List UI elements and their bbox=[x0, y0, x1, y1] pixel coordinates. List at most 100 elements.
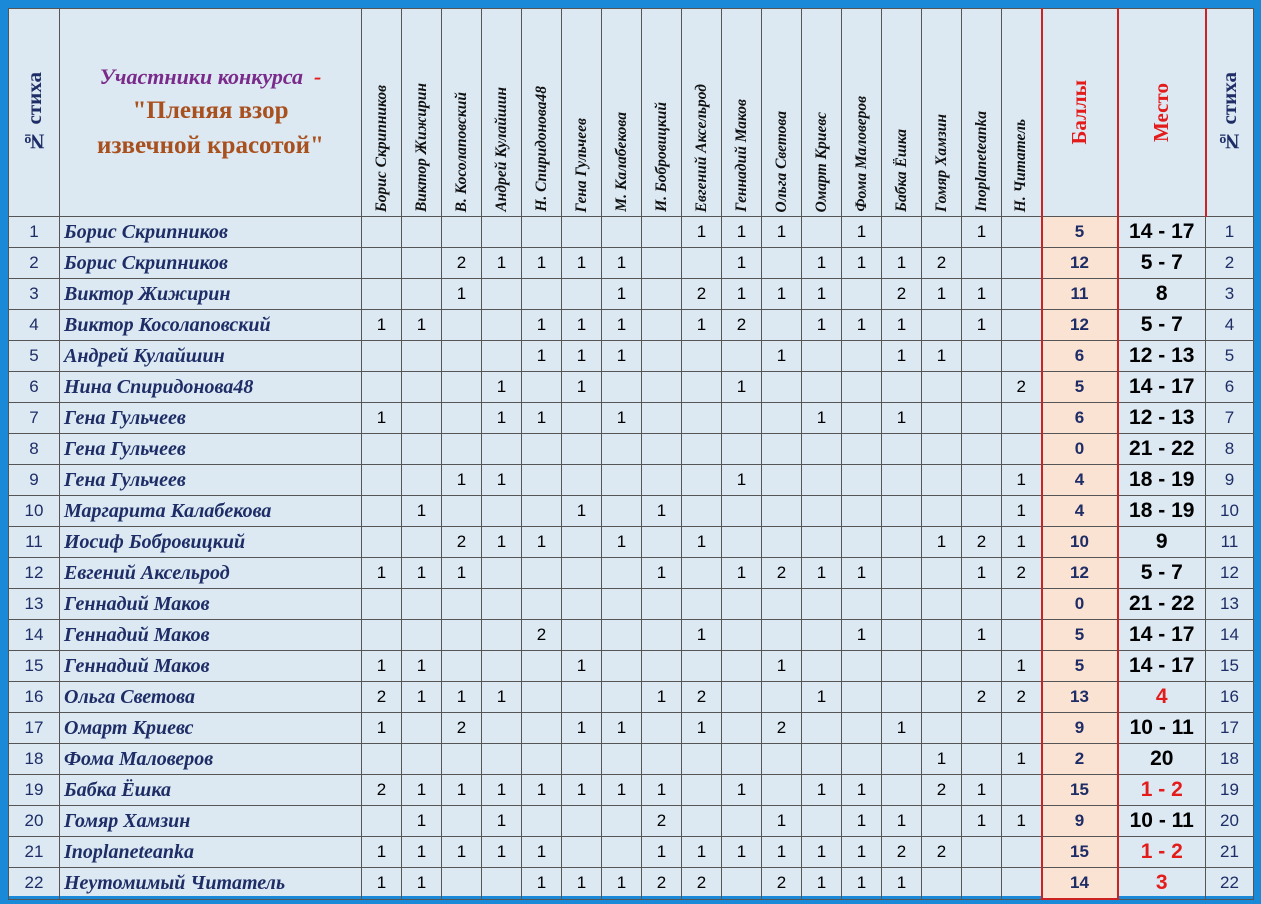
vote-cell[interactable] bbox=[641, 464, 682, 496]
vote-cell[interactable] bbox=[961, 588, 1002, 620]
vote-cell[interactable] bbox=[361, 216, 402, 248]
place-cell[interactable]: 5 - 7 bbox=[1117, 247, 1206, 279]
vote-cell[interactable]: 1 bbox=[481, 464, 522, 496]
vote-cell[interactable] bbox=[601, 805, 642, 837]
vote-cell[interactable] bbox=[1001, 340, 1042, 372]
vote-cell[interactable]: 1 bbox=[601, 774, 642, 806]
vote-cell[interactable]: 1 bbox=[961, 216, 1002, 248]
vote-cell[interactable]: 2 bbox=[361, 774, 402, 806]
vote-cell[interactable] bbox=[641, 371, 682, 403]
vote-cell[interactable] bbox=[601, 743, 642, 775]
row-number[interactable]: 1 bbox=[8, 216, 60, 248]
header-judge-14[interactable]: Бабка Ёшка bbox=[881, 8, 922, 217]
vote-cell[interactable] bbox=[641, 216, 682, 248]
vote-cell[interactable]: 1 bbox=[521, 774, 562, 806]
vote-cell[interactable] bbox=[961, 371, 1002, 403]
vote-cell[interactable] bbox=[481, 557, 522, 589]
vote-cell[interactable] bbox=[401, 371, 442, 403]
vote-cell[interactable] bbox=[441, 216, 482, 248]
header-judge-4[interactable]: Андрей Кулайшин bbox=[481, 8, 522, 217]
vote-cell[interactable]: 1 bbox=[561, 712, 602, 744]
vote-cell[interactable] bbox=[881, 433, 922, 465]
vote-cell[interactable] bbox=[601, 216, 642, 248]
vote-cell[interactable]: 1 bbox=[681, 836, 722, 868]
vote-cell[interactable]: 1 bbox=[481, 681, 522, 713]
vote-cell[interactable]: 1 bbox=[761, 216, 802, 248]
vote-cell[interactable]: 1 bbox=[601, 712, 642, 744]
vote-cell[interactable]: 1 bbox=[921, 526, 962, 558]
vote-cell[interactable] bbox=[521, 371, 562, 403]
vote-cell[interactable] bbox=[921, 464, 962, 496]
vote-cell[interactable] bbox=[361, 805, 402, 837]
vote-cell[interactable]: 2 bbox=[961, 681, 1002, 713]
row-number-right[interactable]: 7 bbox=[1205, 402, 1254, 434]
row-number[interactable]: 11 bbox=[8, 526, 60, 558]
vote-cell[interactable] bbox=[401, 464, 442, 496]
vote-cell[interactable] bbox=[961, 743, 1002, 775]
vote-cell[interactable] bbox=[761, 247, 802, 279]
header-judge-15[interactable]: Гомяр Хамзин bbox=[921, 8, 962, 217]
vote-cell[interactable]: 1 bbox=[681, 309, 722, 341]
vote-cell[interactable] bbox=[881, 681, 922, 713]
vote-cell[interactable]: 1 bbox=[361, 402, 402, 434]
score-cell[interactable]: 5 bbox=[1040, 216, 1119, 248]
vote-cell[interactable]: 1 bbox=[481, 805, 522, 837]
place-cell[interactable]: 12 - 13 bbox=[1117, 340, 1206, 372]
participant-name[interactable]: Виктор Косолаповский bbox=[59, 309, 362, 341]
vote-cell[interactable] bbox=[841, 650, 882, 682]
vote-cell[interactable]: 1 bbox=[361, 309, 402, 341]
vote-cell[interactable] bbox=[881, 371, 922, 403]
participant-name[interactable]: Иосиф Бобровицкий bbox=[59, 526, 362, 558]
vote-cell[interactable] bbox=[841, 433, 882, 465]
participant-name[interactable]: Фома Маловеров bbox=[59, 743, 362, 775]
place-cell[interactable]: 14 - 17 bbox=[1117, 216, 1206, 248]
vote-cell[interactable] bbox=[441, 743, 482, 775]
vote-cell[interactable]: 1 bbox=[801, 309, 842, 341]
vote-cell[interactable]: 2 bbox=[961, 526, 1002, 558]
vote-cell[interactable] bbox=[561, 557, 602, 589]
vote-cell[interactable] bbox=[441, 340, 482, 372]
row-number[interactable]: 21 bbox=[8, 836, 60, 868]
vote-cell[interactable] bbox=[801, 526, 842, 558]
score-cell[interactable]: 12 bbox=[1040, 247, 1119, 279]
vote-cell[interactable]: 2 bbox=[761, 557, 802, 589]
vote-cell[interactable] bbox=[681, 371, 722, 403]
vote-cell[interactable] bbox=[441, 588, 482, 620]
place-cell[interactable]: 5 - 7 bbox=[1117, 557, 1206, 589]
row-number[interactable]: 3 bbox=[8, 278, 60, 310]
participant-name[interactable]: Гена Гульчеев bbox=[59, 433, 362, 465]
vote-cell[interactable]: 1 bbox=[601, 526, 642, 558]
vote-cell[interactable] bbox=[801, 216, 842, 248]
vote-cell[interactable] bbox=[641, 650, 682, 682]
vote-cell[interactable] bbox=[481, 433, 522, 465]
participant-name[interactable]: Омарт Криевс bbox=[59, 712, 362, 744]
vote-cell[interactable] bbox=[1001, 712, 1042, 744]
vote-cell[interactable] bbox=[801, 464, 842, 496]
vote-cell[interactable]: 1 bbox=[521, 867, 562, 900]
header-judge-7[interactable]: М. Калабекова bbox=[601, 8, 642, 217]
vote-cell[interactable]: 1 bbox=[441, 836, 482, 868]
vote-cell[interactable]: 1 bbox=[401, 681, 442, 713]
row-number[interactable]: 22 bbox=[8, 867, 60, 900]
place-cell[interactable]: 4 bbox=[1117, 681, 1206, 713]
vote-cell[interactable] bbox=[681, 805, 722, 837]
vote-cell[interactable] bbox=[721, 805, 762, 837]
score-cell[interactable]: 2 bbox=[1040, 743, 1119, 775]
vote-cell[interactable] bbox=[441, 309, 482, 341]
vote-cell[interactable] bbox=[361, 278, 402, 310]
vote-cell[interactable] bbox=[1001, 309, 1042, 341]
vote-cell[interactable] bbox=[641, 712, 682, 744]
vote-cell[interactable] bbox=[361, 495, 402, 527]
vote-cell[interactable] bbox=[641, 588, 682, 620]
vote-cell[interactable]: 2 bbox=[1001, 371, 1042, 403]
vote-cell[interactable]: 1 bbox=[401, 495, 442, 527]
vote-cell[interactable] bbox=[841, 495, 882, 527]
vote-cell[interactable] bbox=[841, 464, 882, 496]
row-number[interactable]: 8 bbox=[8, 433, 60, 465]
vote-cell[interactable] bbox=[961, 495, 1002, 527]
header-judge-1[interactable]: Борис Скрипников bbox=[361, 8, 402, 217]
vote-cell[interactable]: 1 bbox=[601, 867, 642, 900]
vote-cell[interactable]: 1 bbox=[1001, 526, 1042, 558]
vote-cell[interactable] bbox=[921, 650, 962, 682]
vote-cell[interactable] bbox=[681, 743, 722, 775]
